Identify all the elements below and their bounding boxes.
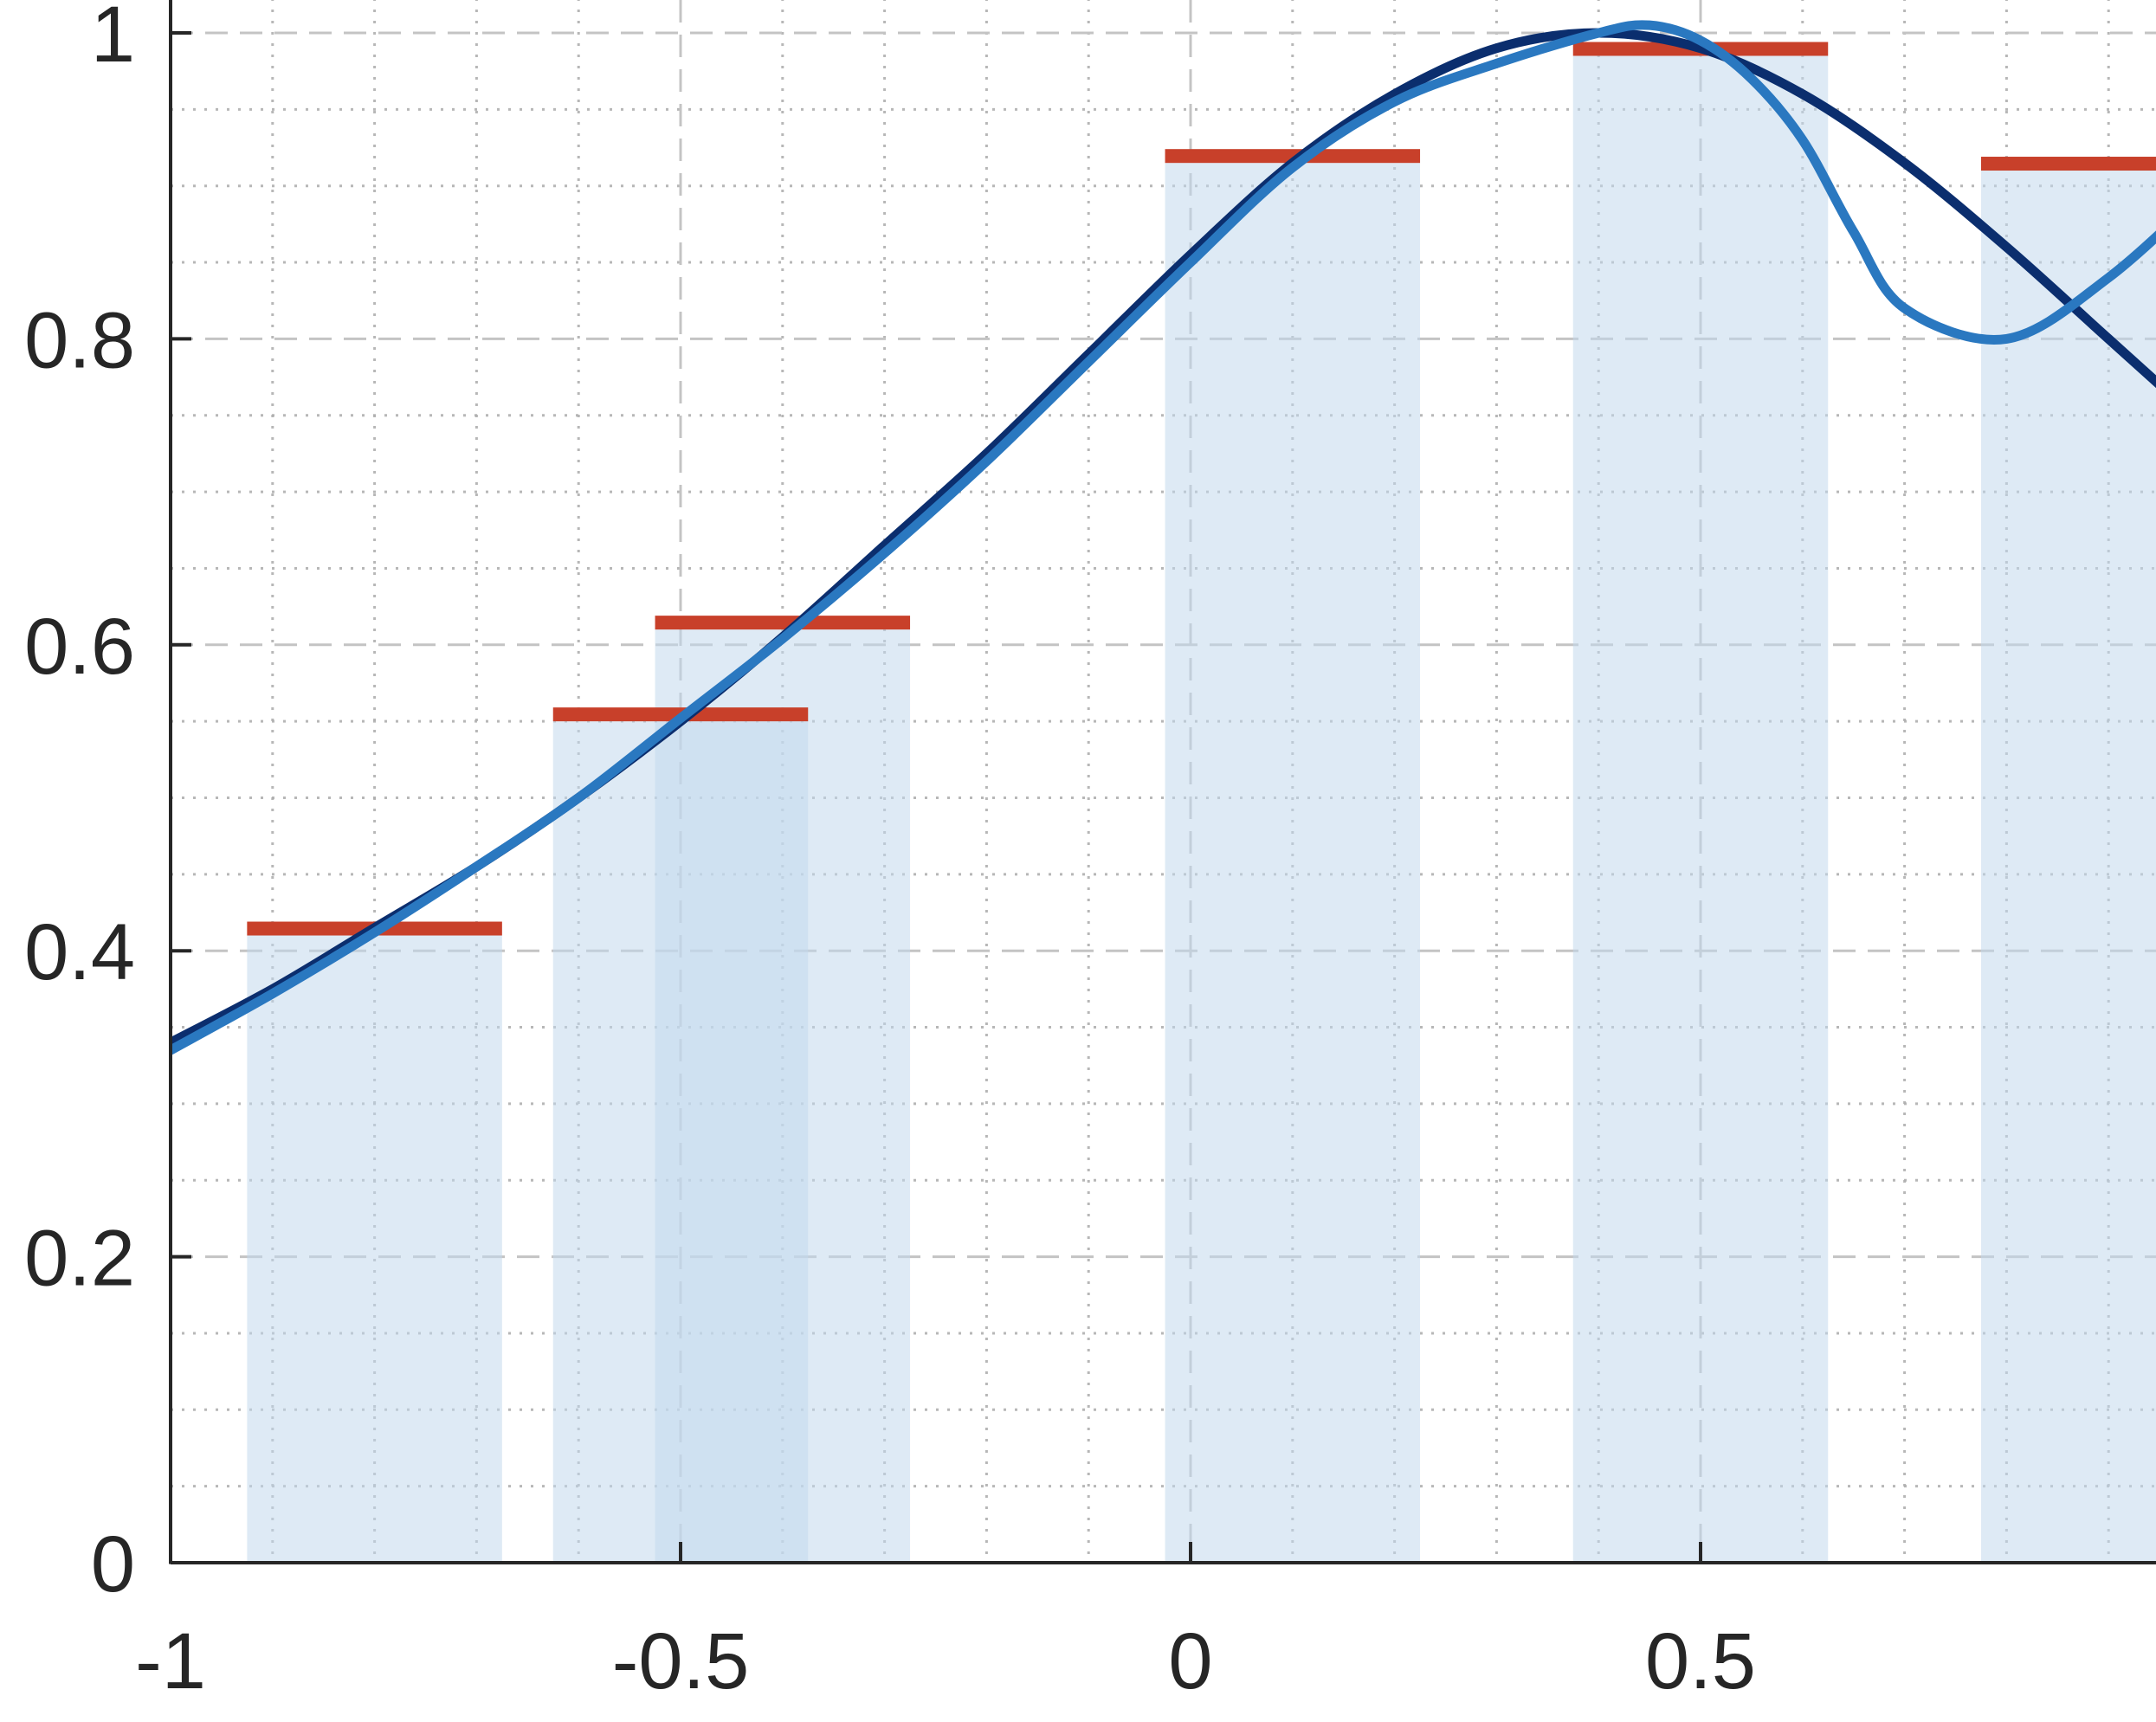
curves-layer (169, 20, 2156, 1055)
bar-1 (247, 935, 502, 1563)
y-tick-label: 0.2 (24, 1215, 135, 1303)
x-tick-label: -1 (135, 1617, 206, 1706)
x-tick-label: 0.5 (1645, 1617, 1756, 1706)
y-tick-label: 0 (91, 1520, 135, 1609)
axes (169, 0, 2156, 1564)
bar-top-3 (655, 616, 911, 630)
y-tick-label: 0.8 (24, 296, 135, 384)
bar-5 (1572, 55, 1829, 1563)
bar-top-4 (1165, 149, 1421, 164)
series-curve-1 (169, 28, 2156, 1048)
series-curve-2 (169, 20, 2156, 1055)
y-tick-label: 0.4 (24, 908, 135, 996)
x-tick-labels: -1 -0.5 0 0.5 (135, 1617, 1756, 1706)
y-tick-labels: 0 0.2 0.4 0.6 0.8 1 (24, 0, 135, 1609)
y-tick-label: 0.6 (24, 603, 135, 691)
bar-top-6 (1980, 157, 2156, 171)
y-tick-label: 1 (91, 0, 135, 79)
bar-3 (655, 629, 911, 1563)
bars-layer (247, 55, 2156, 1563)
x-tick-label: 0 (1168, 1617, 1212, 1706)
x-tick-label: -0.5 (612, 1617, 750, 1706)
bar-6 (1980, 171, 2156, 1563)
bar-4 (1165, 163, 1421, 1563)
